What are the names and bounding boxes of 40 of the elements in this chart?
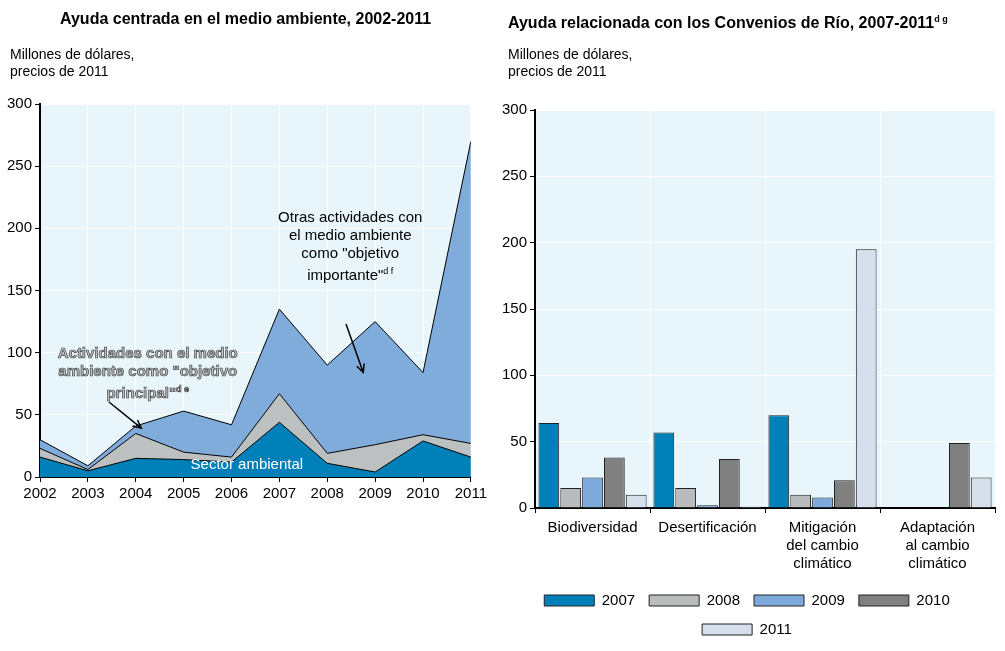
legend-label: 2009 xyxy=(811,590,845,608)
y-tick-label: 200 xyxy=(7,218,33,236)
x-tick-label: Adaptación al cambio climático xyxy=(899,518,976,572)
y-tick-label: 300 xyxy=(7,94,33,112)
x-tick-label: Mitigación del cambio climático xyxy=(786,518,859,572)
y-axis-title: Millones de dólares, precios de 2011 xyxy=(508,46,634,80)
x-tick-label: 2004 xyxy=(119,484,153,502)
x-tick-label: 2008 xyxy=(310,484,344,502)
y-tick-label: 0 xyxy=(518,498,528,516)
y-tick-label: 50 xyxy=(510,431,528,449)
y-tick-label: 200 xyxy=(502,232,528,250)
chart-title: Ayuda relacionada con los Convenios de Río, 2007-2011$^{d g}$ xyxy=(508,14,948,33)
x-tick-label: Biodiversidad xyxy=(547,518,638,536)
x-tick-label: 2003 xyxy=(71,484,105,502)
y-tick-label: 150 xyxy=(502,299,528,317)
x-tick-label: 2010 xyxy=(406,484,440,502)
legend-label: 2011 xyxy=(759,619,792,637)
y-tick-label: 300 xyxy=(502,100,528,118)
series-label: Otras actividades con el medio ambiente como "objetivo importante"$^{d f}$ xyxy=(277,207,424,284)
chart-title: Ayuda centrada en el medio ambiente, 2002-2011 xyxy=(60,10,432,28)
x-tick-label: Desertificación xyxy=(658,518,757,536)
x-tick-label: 2002 xyxy=(23,484,57,502)
x-tick-label: 2006 xyxy=(214,484,249,502)
x-tick-label: 2011 xyxy=(454,484,487,502)
y-tick-label: 0 xyxy=(23,467,33,485)
x-tick-label: 2005 xyxy=(166,484,201,502)
series-label: Actividades con el medio ambiente como "objetivo principal"$^{d e}$ xyxy=(56,343,239,402)
y-tick-label: 50 xyxy=(15,404,33,422)
y-tick-label: 250 xyxy=(7,156,33,174)
y-tick-label: 150 xyxy=(7,280,33,298)
series-label: Sector ambiental xyxy=(189,454,305,473)
y-tick-label: 100 xyxy=(502,365,528,383)
x-tick-label: 2007 xyxy=(262,484,297,502)
y-axis-title: Millones de dólares, precios de 2011 xyxy=(10,46,136,80)
legend-label: 2010 xyxy=(916,590,950,608)
legend-label: 2008 xyxy=(706,590,741,608)
y-tick-label: 250 xyxy=(502,166,528,184)
legend-label: 2007 xyxy=(601,590,636,608)
x-tick-label: 2009 xyxy=(358,484,392,502)
y-tick-label: 100 xyxy=(7,342,33,360)
